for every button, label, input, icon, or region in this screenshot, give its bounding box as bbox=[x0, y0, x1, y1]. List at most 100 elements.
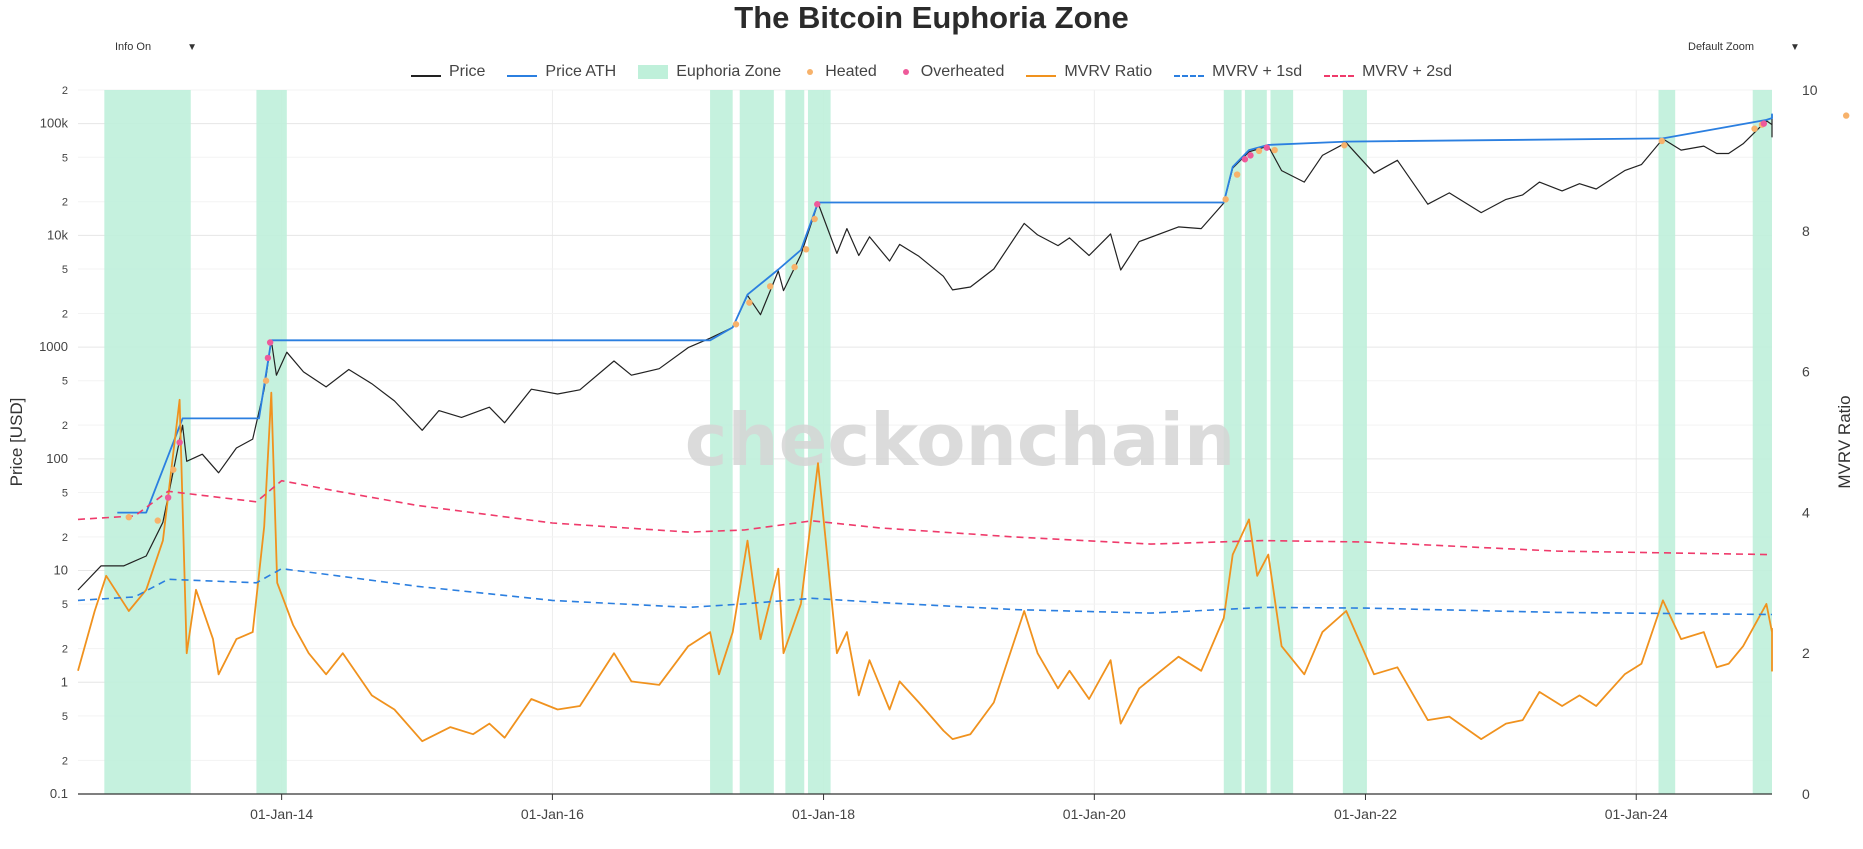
heated-marker bbox=[1842, 112, 1850, 119]
heated-marker bbox=[1233, 171, 1241, 178]
y-left-tick-label: 5 bbox=[62, 711, 68, 723]
series-lines bbox=[77, 113, 1773, 743]
legend-item-mvrv-ratio[interactable]: MVRV Ratio bbox=[1026, 63, 1152, 81]
y-right-tick-label: 2 bbox=[1802, 645, 1810, 661]
y-left-tick-label: 100k bbox=[40, 116, 69, 131]
watermark: checkonchain bbox=[685, 398, 1236, 482]
y-right-tick-label: 8 bbox=[1802, 223, 1810, 239]
heated-marker bbox=[154, 517, 161, 524]
euphoria-zone-band bbox=[256, 90, 287, 794]
y-left-tick-label: 2 bbox=[62, 197, 68, 209]
x-tick-label: 01-Jan-20 bbox=[1063, 806, 1126, 822]
euphoria-zone-band bbox=[1752, 90, 1772, 794]
overheated-marker bbox=[1241, 156, 1249, 163]
overheated-marker bbox=[164, 494, 172, 501]
info-dropdown[interactable]: Info On ▼ bbox=[115, 38, 197, 56]
y-right-axis-label: MVRV Ratio bbox=[1835, 395, 1854, 488]
legend-symbol-mvrv-2sd bbox=[1324, 68, 1355, 77]
y-left-tick-label: 2 bbox=[62, 532, 68, 544]
heated-marker bbox=[1222, 196, 1229, 203]
heated-marker bbox=[1658, 137, 1666, 145]
series-line-mvrv-2sd bbox=[77, 479, 1773, 556]
y-left-tick-label: 5 bbox=[62, 264, 68, 276]
legend-item-overheated[interactable]: Overheated bbox=[899, 63, 1005, 81]
y-left-tick-label: 5 bbox=[62, 487, 68, 499]
y-left-tick-label: 2 bbox=[62, 755, 68, 767]
heated-marker bbox=[732, 321, 740, 328]
legend-item-euphoria-zone[interactable]: Euphoria Zone bbox=[638, 63, 781, 81]
y-right-tick-label: 0 bbox=[1802, 786, 1810, 802]
x-tick-label: 01-Jan-22 bbox=[1334, 806, 1397, 822]
heated-marker bbox=[170, 466, 177, 473]
legend-label: Overheated bbox=[920, 63, 1005, 80]
legend-label: MVRV + 2sd bbox=[1362, 63, 1453, 80]
heated-marker bbox=[811, 215, 818, 223]
legend-item-mvrv-2sd[interactable]: MVRV + 2sd bbox=[1324, 63, 1452, 81]
y-left-axis-label: Price [USD] bbox=[7, 398, 26, 487]
chevron-down-icon: ▼ bbox=[187, 41, 197, 53]
legend-symbol-price-ath bbox=[507, 68, 538, 77]
heated-marker bbox=[1751, 125, 1758, 132]
legend-label: Heated bbox=[825, 63, 877, 80]
euphoria-zone-bands bbox=[104, 90, 1772, 794]
overheated-marker bbox=[264, 354, 272, 362]
y-left-tick-label: 2 bbox=[62, 308, 68, 320]
heated-marker bbox=[766, 283, 774, 290]
y-left-tick-label: 10k bbox=[47, 227, 68, 242]
y-left-tick-label: 1 bbox=[61, 674, 68, 689]
series-line-price-ath bbox=[117, 113, 1773, 514]
axes bbox=[78, 793, 1772, 800]
y-left-tick-label: 5 bbox=[62, 599, 68, 611]
overheated-marker bbox=[814, 201, 821, 208]
chevron-down-icon: ▼ bbox=[1790, 41, 1800, 53]
x-tick-label: 01-Jan-24 bbox=[1605, 806, 1668, 822]
euphoria-zone-band bbox=[1270, 90, 1294, 794]
overheated-marker bbox=[1760, 120, 1768, 127]
series-line-mvrv-1sd bbox=[77, 567, 1773, 616]
euphoria-zone-band bbox=[1342, 90, 1367, 794]
series-line-price bbox=[77, 114, 1773, 591]
legend-label: Euphoria Zone bbox=[676, 63, 782, 80]
y-left-tick-label: 1000 bbox=[39, 339, 68, 354]
chart-title: The Bitcoin Euphoria Zone bbox=[734, 0, 1129, 35]
euphoria-zone-band bbox=[807, 90, 831, 794]
zoom-dropdown-label: Default Zoom bbox=[1688, 41, 1755, 53]
legend-label: MVRV + 1sd bbox=[1212, 63, 1303, 80]
y-left-tick-label: 2 bbox=[62, 644, 68, 656]
legend-symbol-heated bbox=[803, 66, 817, 78]
legend-item-heated[interactable]: Heated bbox=[803, 63, 877, 81]
heated-marker bbox=[1255, 147, 1263, 155]
euphoria-zone-band bbox=[1244, 90, 1267, 794]
y-right-tick-label: 10 bbox=[1802, 82, 1818, 98]
y-left-tick-label: 10 bbox=[54, 563, 68, 578]
legend-symbol-overheated bbox=[899, 66, 913, 78]
legend-item-mvrv-1sd[interactable]: MVRV + 1sd bbox=[1174, 63, 1302, 81]
heated-marker bbox=[125, 514, 133, 521]
overheated-marker bbox=[266, 339, 274, 346]
overheated-marker bbox=[176, 439, 183, 446]
legend-item-price-ath[interactable]: Price ATH bbox=[507, 63, 616, 81]
heated-marker bbox=[1271, 146, 1278, 154]
legend-symbol-price bbox=[410, 68, 441, 77]
heated-marker bbox=[802, 246, 810, 253]
heated-marker bbox=[791, 263, 798, 271]
y-left-tick-label: 100 bbox=[46, 451, 68, 466]
euphoria-zone-band bbox=[739, 90, 774, 794]
legend-item-price[interactable]: Price bbox=[410, 63, 486, 81]
legend-label: MVRV Ratio bbox=[1064, 63, 1153, 80]
euphoria-zone-band bbox=[785, 90, 805, 794]
legend-symbol-mvrv-1sd bbox=[1174, 68, 1205, 77]
x-tick-label: 01-Jan-14 bbox=[250, 806, 313, 822]
y-left-tick-label: 5 bbox=[62, 376, 68, 388]
legend-label: Price bbox=[448, 63, 486, 80]
info-dropdown-label: Info On bbox=[115, 41, 152, 53]
x-tick-label: 01-Jan-18 bbox=[792, 806, 855, 822]
series-line-mvrv-ratio bbox=[77, 391, 1773, 743]
zoom-dropdown[interactable]: Default Zoom ▼ bbox=[1688, 38, 1800, 56]
heated-marker bbox=[1341, 142, 1348, 149]
euphoria-zone-band bbox=[1223, 90, 1242, 794]
heated-marker bbox=[262, 377, 270, 384]
y-right-tick-label: 4 bbox=[1802, 504, 1810, 520]
y-right-tick-label: 6 bbox=[1802, 364, 1810, 380]
